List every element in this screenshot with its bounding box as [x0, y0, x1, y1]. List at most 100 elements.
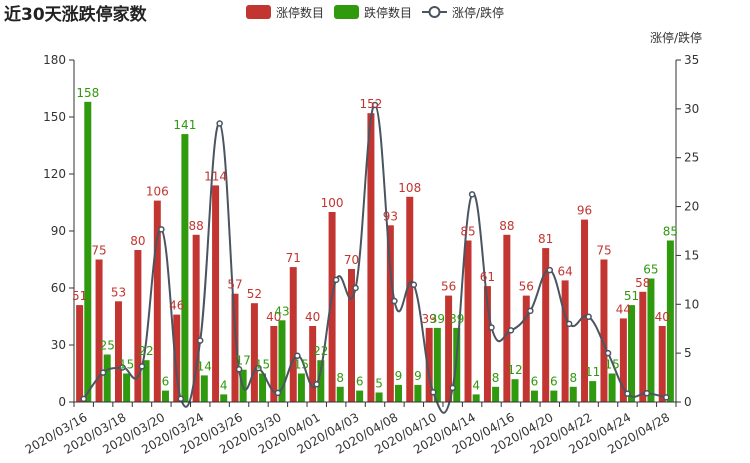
data-label-limit-up: 56 [441, 280, 456, 294]
bar-limit-down [181, 134, 189, 402]
data-label-limit-up: 39 [422, 312, 437, 326]
ratio-line-series [80, 101, 670, 414]
data-label-limit-down: 8 [492, 371, 500, 385]
data-label-limit-down: 15 [604, 358, 619, 372]
legend-label-limit-down[interactable]: 跌停数目 [364, 5, 412, 20]
legend-label-ratio[interactable]: 涨停/跌停 [452, 5, 504, 20]
bar-limit-down [317, 360, 325, 402]
ratio-point [488, 324, 495, 331]
data-label-limit-up: 58 [635, 276, 650, 290]
data-label-limit-up: 80 [130, 234, 145, 248]
bar-limit-up [289, 267, 297, 402]
ratio-point [565, 320, 573, 328]
ratio-point [430, 388, 437, 396]
bar-limit-up [348, 269, 355, 402]
bar-limit-up [542, 248, 550, 402]
data-label-limit-down: 11 [585, 365, 600, 379]
bar-limit-down [220, 394, 228, 402]
data-label-limit-up: 51 [72, 289, 87, 303]
data-label-limit-up: 40 [305, 310, 320, 324]
chart-legend[interactable]: 涨停数目 跌停数目 涨停/跌停 [246, 5, 504, 20]
data-label-limit-up: 61 [480, 270, 495, 284]
data-label-limit-down: 39 [430, 312, 445, 326]
data-label-limit-up: 75 [91, 244, 106, 258]
bar-limit-down [103, 354, 111, 402]
data-label-limit-down: 14 [197, 359, 212, 373]
legend-swatch-ratio-marker[interactable] [428, 6, 441, 18]
bar-limit-down [414, 384, 422, 402]
bar-limit-up [464, 240, 472, 402]
data-label-limit-down: 8 [569, 371, 577, 385]
data-label-limit-up: 100 [321, 196, 344, 210]
right-axis-tick-label: 0 [684, 395, 692, 409]
bar-limit-up [153, 200, 161, 402]
data-label-limit-up: 44 [616, 302, 631, 316]
legend-swatch-limit-down[interactable] [334, 5, 359, 19]
bar-limit-up [114, 301, 122, 402]
legend-label-limit-up[interactable]: 涨停数目 [276, 5, 324, 20]
left-axis-tick-label: 30 [51, 338, 66, 352]
ratio-point [585, 313, 592, 320]
data-label-limit-down: 51 [624, 289, 639, 303]
bar-limit-down [356, 390, 364, 402]
ratio-point [527, 307, 534, 315]
bar-limit-down [569, 386, 577, 402]
legend-swatch-limit-up[interactable] [246, 5, 271, 19]
left-axis-tick-label: 60 [51, 281, 66, 295]
ratio-point [604, 349, 612, 357]
data-label-limit-down: 15 [294, 358, 309, 372]
bar-limit-down [84, 101, 92, 403]
bar-limit-down [375, 392, 383, 402]
bar-limit-up [561, 280, 569, 402]
data-label-limit-down: 6 [162, 375, 170, 389]
data-label-limit-up: 70 [344, 253, 359, 267]
data-label-limit-up: 106 [146, 185, 169, 199]
data-label-limit-up: 85 [460, 225, 475, 239]
bar-limit-down [259, 373, 267, 402]
data-label-limit-up: 57 [227, 278, 242, 292]
data-label-limit-up: 71 [286, 251, 301, 265]
ratio-point [80, 395, 87, 403]
data-label-limit-up: 56 [519, 280, 534, 294]
ratio-point [196, 337, 204, 344]
bar-limit-down [608, 373, 616, 402]
bar-limit-down [530, 390, 538, 402]
left-axis-tick-label: 0 [58, 395, 66, 409]
data-label-limit-up: 52 [247, 287, 262, 301]
bar-limit-down [200, 375, 208, 402]
right-axis-tick-label: 10 [684, 297, 699, 311]
right-axis-tick-label: 5 [684, 346, 692, 360]
ratio-point [507, 327, 515, 334]
data-label-limit-up: 40 [266, 310, 281, 324]
bar-limit-up [250, 303, 258, 402]
data-label-limit-down: 4 [220, 378, 228, 392]
data-label-limit-down: 85 [663, 225, 678, 239]
bar-limit-up [445, 295, 453, 402]
ratio-point [313, 380, 320, 388]
bar-limit-down [453, 327, 461, 402]
bar-limit-down [142, 360, 150, 402]
data-label-limit-down: 65 [643, 263, 658, 277]
data-label-limit-down: 9 [395, 369, 403, 383]
ratio-point [391, 297, 398, 305]
ratio-point [177, 395, 185, 403]
bar-limit-down [511, 379, 519, 402]
bar-limit-up [522, 295, 530, 402]
ratio-point [158, 226, 165, 233]
right-axis-tick-label: 30 [684, 102, 699, 116]
data-label-limit-down: 39 [449, 312, 464, 326]
left-axis-tick-label: 90 [51, 224, 66, 238]
ratio-point [235, 366, 243, 373]
bar-limit-up [600, 259, 608, 402]
data-label-limit-down: 25 [100, 339, 115, 353]
data-label-limit-down: 22 [313, 344, 328, 358]
chart-title: 近30天涨跌停家数 [4, 4, 148, 25]
bar-limit-up [367, 113, 375, 402]
bar-limit-down [297, 373, 305, 402]
data-label-limit-down: 15 [119, 358, 134, 372]
bar-limit-down [123, 373, 131, 402]
ratio-point [449, 384, 456, 392]
data-label-limit-down: 22 [138, 344, 153, 358]
data-label-limit-up: 88 [189, 219, 204, 233]
